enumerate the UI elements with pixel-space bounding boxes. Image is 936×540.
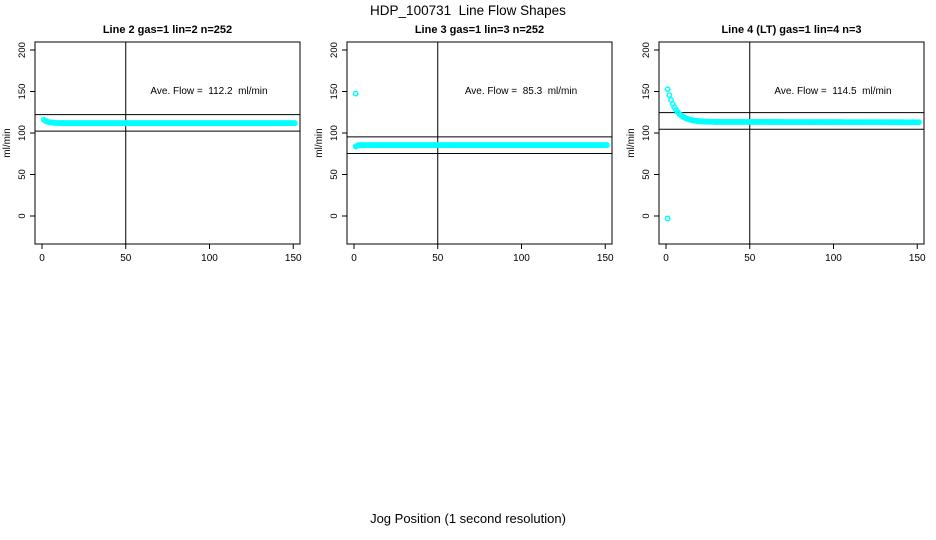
panel-title-line-3: Line 3 gas=1 lin=3 n=252: [414, 24, 545, 36]
y-tick-label: 200: [329, 42, 340, 58]
y-tick-label: 50: [329, 169, 340, 180]
panel-title-line-2: Line 2 gas=1 lin=2 n=252: [102, 24, 233, 36]
y-tick-label: 0: [329, 213, 340, 218]
data-point: [666, 92, 673, 99]
x-tick-label: 150: [909, 253, 926, 264]
y-tick-label: 200: [17, 42, 28, 58]
subplot-panel-3: 0 50 100 150 200 0 50 100 150: [641, 41, 926, 264]
y-tick-label: 150: [329, 84, 340, 100]
y-tick-label: 0: [641, 213, 652, 218]
y-tick-label: 150: [641, 84, 652, 100]
panel-title-line-4: Line 4 (LT) gas=1 lin=4 n=3: [721, 24, 862, 36]
y-tick-label: 50: [17, 169, 28, 180]
data-point: [664, 215, 671, 222]
y-tick-label: 0: [17, 213, 28, 218]
y-tick-label: 100: [641, 125, 652, 141]
y-tick-label: 100: [329, 125, 340, 141]
data-point: [603, 142, 610, 149]
subplot-panel-1: 0 50 100 150 200 0 50 100 150: [17, 41, 302, 264]
data-point: [352, 90, 359, 97]
x-tick-label: 50: [432, 253, 444, 264]
ave-flow-annotation-3: Ave. Flow = 114.5 ml/min: [774, 86, 892, 97]
y-tick-label: 150: [17, 84, 28, 100]
chart-main-title: HDP_100731 Line Flow Shapes: [370, 3, 566, 18]
ave-flow-annotation-1: Ave. Flow = 112.2 ml/min: [150, 86, 268, 97]
data-point: [664, 86, 671, 93]
chart-x-axis-label: Jog Position (1 second resolution): [370, 511, 566, 526]
x-tick-label: 150: [597, 253, 614, 264]
y-tick-label: 50: [641, 169, 652, 180]
y-tick-label: 200: [641, 42, 652, 58]
x-tick-label: 100: [513, 253, 530, 264]
x-tick-label: 100: [201, 253, 218, 264]
y-tick-label: 100: [17, 125, 28, 141]
data-point: [915, 119, 922, 126]
x-tick-label: 100: [825, 253, 842, 264]
ave-flow-annotation-2: Ave. Flow = 85.3 ml/min: [464, 86, 578, 97]
data-point: [291, 120, 298, 127]
x-tick-label: 0: [663, 253, 669, 264]
plot-border: [34, 41, 301, 245]
plot-border: [658, 41, 925, 245]
x-tick-label: 0: [351, 253, 357, 264]
x-tick-label: 150: [285, 253, 302, 264]
x-tick-label: 0: [39, 253, 45, 264]
subplot-panel-2: 0 50 100 150 200 0 50 100 150: [329, 41, 614, 264]
x-tick-label: 50: [744, 253, 756, 264]
plot-border: [346, 41, 613, 245]
x-tick-label: 50: [120, 253, 132, 264]
